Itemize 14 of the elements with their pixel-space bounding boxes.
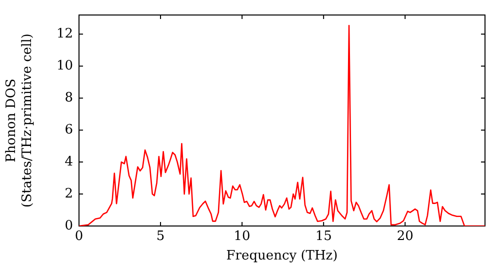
x-tick-label: 0	[74, 229, 84, 244]
y-tick-label: 6	[64, 122, 73, 138]
x-tick-label: 20	[396, 229, 414, 244]
y-tick-label: 4	[64, 154, 73, 170]
x-axis-title: Frequency (THz)	[226, 248, 338, 264]
y-tick-label: 2	[64, 186, 73, 202]
y-tick-label: 8	[64, 90, 73, 106]
x-tick-label: 10	[234, 229, 250, 244]
y-axis-title: Phonon DOS (States/THz·primitive cell)	[4, 33, 35, 208]
y-tick-label: 10	[56, 58, 73, 74]
y-tick-label: 0	[64, 218, 73, 234]
x-tick-label: 15	[315, 229, 332, 244]
x-tick-label: 5	[156, 229, 165, 244]
y-tick-label: 12	[56, 26, 73, 42]
